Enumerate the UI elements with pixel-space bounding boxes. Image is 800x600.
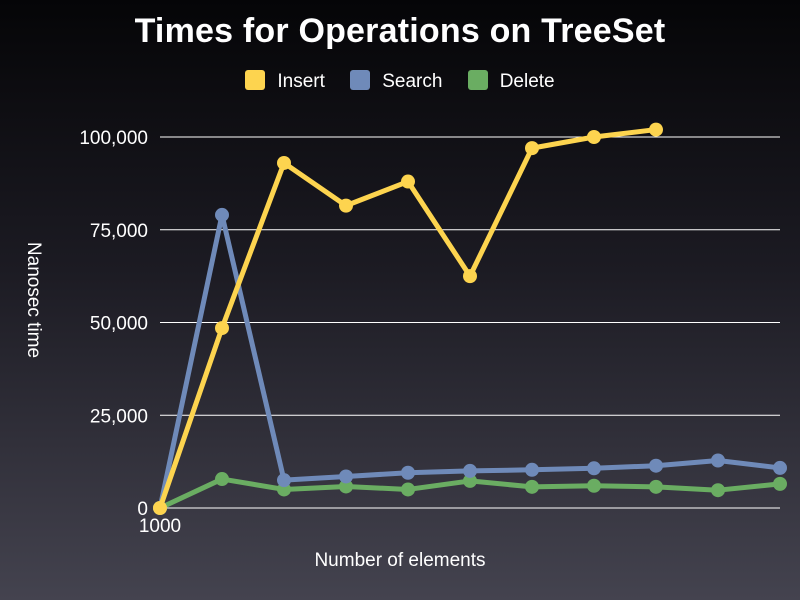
y-tick-label: 100,000 bbox=[79, 128, 148, 149]
legend-swatch-insert bbox=[245, 70, 266, 90]
y-tick-label: 75,000 bbox=[90, 221, 148, 242]
data-point-delete bbox=[463, 473, 477, 488]
data-point-search bbox=[277, 473, 291, 488]
data-point-search bbox=[773, 460, 787, 475]
data-point-insert bbox=[649, 122, 663, 137]
y-tick-label: 0 bbox=[137, 499, 148, 520]
data-point-insert bbox=[401, 174, 415, 189]
legend-item-search: Search bbox=[350, 70, 442, 93]
data-point-delete bbox=[401, 482, 415, 497]
data-point-search bbox=[463, 463, 477, 478]
chart-title: Times for Operations on TreeSet bbox=[134, 12, 666, 50]
legend-label-insert: Insert bbox=[277, 71, 325, 92]
legend-item-delete: Delete bbox=[467, 70, 555, 93]
data-point-insert bbox=[277, 155, 291, 170]
data-point-search bbox=[339, 469, 353, 484]
y-tick-label: 50,000 bbox=[90, 314, 148, 335]
data-point-delete bbox=[587, 478, 601, 493]
data-point-delete bbox=[215, 472, 229, 487]
legend-label-search: Search bbox=[382, 71, 443, 92]
data-point-insert bbox=[215, 321, 229, 336]
x-axis-label: Number of elements bbox=[314, 550, 486, 571]
data-point-insert bbox=[525, 141, 539, 156]
y-tick-label: 25,000 bbox=[90, 406, 148, 427]
data-point-insert bbox=[339, 198, 353, 213]
data-point-search bbox=[401, 465, 415, 480]
data-point-search bbox=[587, 461, 601, 476]
data-point-delete bbox=[711, 483, 725, 498]
data-point-search bbox=[215, 207, 229, 222]
legend-item-insert: Insert bbox=[245, 70, 325, 93]
data-point-search bbox=[649, 458, 663, 473]
data-point-delete bbox=[525, 479, 539, 494]
legend: Insert Search Delete bbox=[0, 70, 800, 93]
legend-swatch-search bbox=[350, 70, 371, 90]
data-point-insert bbox=[463, 269, 477, 284]
data-point-search bbox=[711, 453, 725, 468]
data-point-delete bbox=[773, 476, 787, 491]
legend-label-delete: Delete bbox=[499, 71, 555, 92]
data-point-delete bbox=[339, 479, 353, 494]
data-point-delete bbox=[649, 479, 663, 494]
legend-swatch-delete bbox=[467, 70, 488, 90]
data-point-search bbox=[525, 462, 539, 477]
x-tick-label: 1000 bbox=[139, 516, 181, 537]
data-point-insert bbox=[153, 501, 167, 515]
data-point-insert bbox=[587, 130, 601, 144]
